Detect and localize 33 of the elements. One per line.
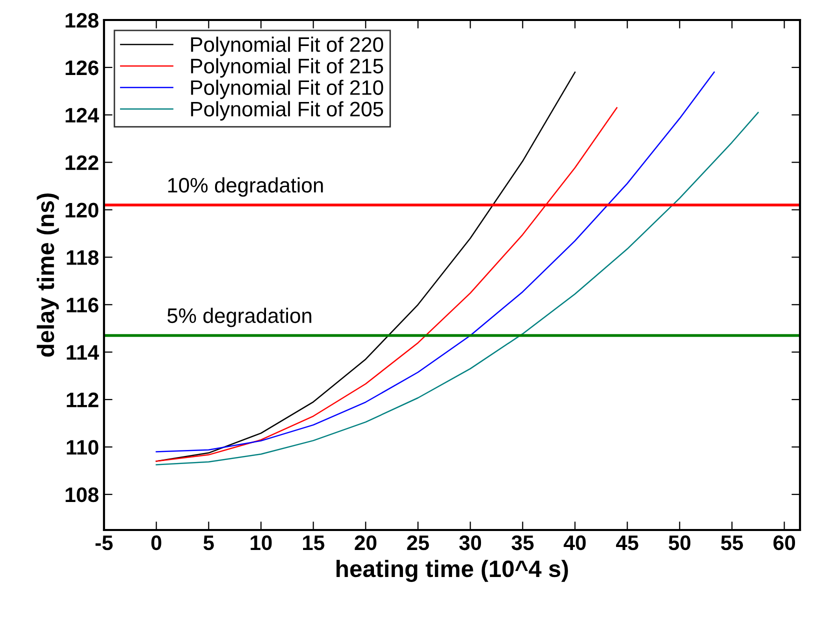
x-tick-label: 50	[668, 535, 690, 550]
y-tick-label: 114	[66, 345, 100, 360]
y-tick-label: 116	[66, 298, 98, 312]
x-tick-label: -5	[96, 536, 113, 550]
x-tick-label: 10	[250, 535, 272, 550]
legend-label: Polynomial Fit of 220	[191, 36, 384, 56]
y-tick-label: 128	[66, 13, 99, 28]
y-tick-label: 120	[66, 202, 98, 218]
x-tick-label: 25	[407, 535, 429, 550]
legend-label: Polynomial Fit of 215	[191, 58, 384, 78]
y-tick-label: 126	[66, 60, 98, 76]
y-tick-label: 108	[66, 487, 99, 502]
y-tick-label: 118	[66, 250, 99, 265]
x-tick-label: 20	[354, 535, 376, 550]
y-tick-label: 110	[66, 440, 98, 455]
x-tick-label: 0	[151, 535, 162, 550]
x-tick-label: 55	[721, 536, 743, 550]
x-tick-label: 40	[564, 535, 586, 550]
y-tick-label: 124	[66, 108, 100, 122]
ref-line-label: 10% degradation	[168, 177, 323, 197]
y-tick-label: 122	[66, 155, 98, 170]
ref-line-label: 5% degradation	[167, 308, 312, 328]
x-axis-title: heating time (10^4 s)	[336, 560, 568, 582]
legend-label: Polynomial Fit of 205	[191, 101, 384, 121]
x-tick-label: 5	[204, 536, 214, 550]
x-tick-label: 35	[512, 535, 534, 550]
x-tick-label: 15	[303, 536, 324, 550]
x-tick-label: 45	[616, 536, 638, 550]
x-tick-label: 60	[773, 535, 796, 550]
y-axis-title: delay time (ns)	[36, 194, 59, 357]
y-tick-label: 112	[66, 392, 98, 408]
x-tick-label: 30	[459, 535, 482, 550]
legend-label: Polynomial Fit of 210	[191, 80, 384, 100]
